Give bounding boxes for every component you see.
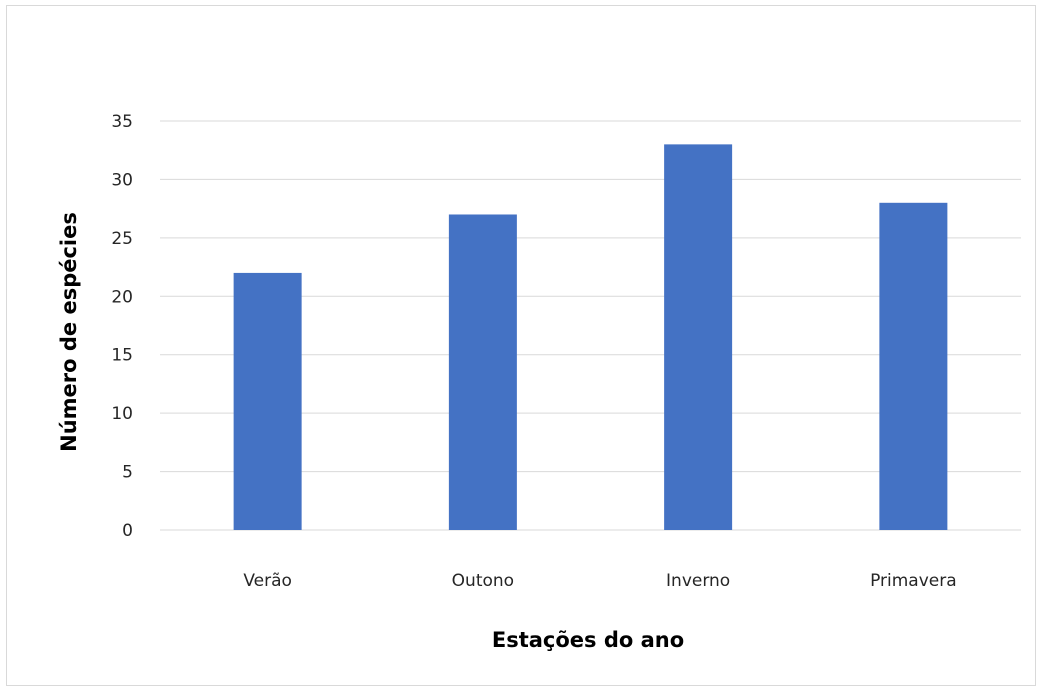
gridlines [160, 120, 1021, 531]
y-axis-title: Número de espécies [57, 212, 81, 452]
x-tick-label: Primavera [870, 571, 957, 591]
y-tick-label: 25 [111, 229, 133, 249]
y-tick-label: 0 [122, 521, 133, 541]
x-tick-label: Verão [243, 571, 292, 591]
y-tick-label: 20 [111, 287, 133, 307]
bar-2 [664, 144, 733, 530]
y-tick-label: 5 [122, 463, 133, 483]
y-tick-label: 30 [111, 170, 133, 190]
x-axis-ticks: Verão Outono Inverno Primavera [243, 571, 956, 591]
x-axis-title: Estações do ano [492, 628, 684, 652]
x-tick-label: Inverno [666, 571, 730, 591]
y-axis-ticks: 0 5 10 15 20 25 30 35 [111, 112, 133, 541]
chart-area [6, 5, 1036, 686]
bar-0 [233, 272, 302, 530]
x-tick-label: Outono [452, 571, 514, 591]
bar-3 [879, 202, 948, 531]
y-tick-label: 15 [111, 346, 133, 366]
bars [233, 144, 948, 531]
bar-1 [448, 214, 517, 530]
y-tick-label: 35 [111, 112, 133, 132]
y-tick-label: 10 [111, 404, 133, 424]
